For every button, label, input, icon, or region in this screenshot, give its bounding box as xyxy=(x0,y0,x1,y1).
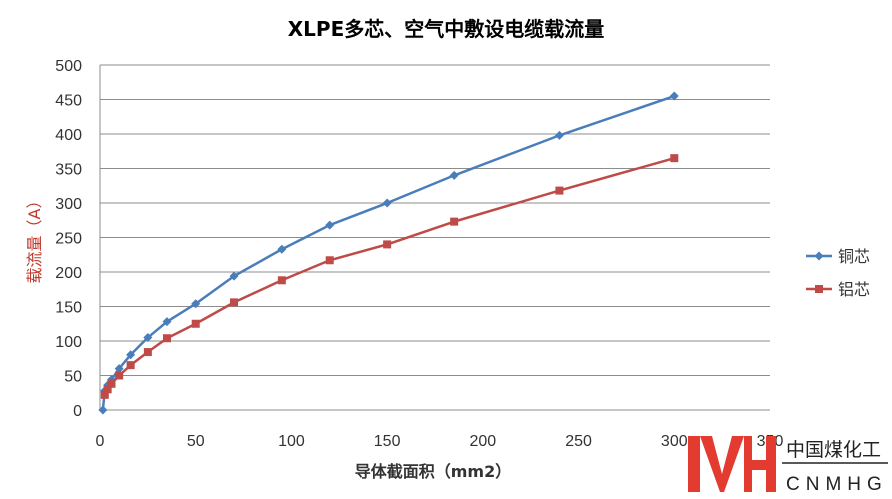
y-tick-label: 0 xyxy=(73,403,82,420)
data-point xyxy=(143,333,153,343)
data-point xyxy=(162,317,172,327)
y-axis-label: 载流量（A） xyxy=(25,193,44,284)
y-tick-label: 500 xyxy=(55,58,82,75)
x-tick-label: 150 xyxy=(374,433,401,450)
data-point xyxy=(100,390,109,399)
data-point xyxy=(191,299,201,309)
grid-layer xyxy=(100,64,770,411)
data-point xyxy=(325,256,334,265)
data-point xyxy=(382,198,392,208)
data-point xyxy=(229,271,239,281)
x-tick-label: 0 xyxy=(96,433,105,450)
legend-label: 铝芯 xyxy=(838,280,870,299)
series-copper xyxy=(98,91,679,415)
series-line xyxy=(101,94,675,411)
data-point xyxy=(114,364,124,374)
data-point xyxy=(103,385,112,394)
y-tick-label: 150 xyxy=(55,300,82,317)
data-point xyxy=(449,170,459,180)
data-point xyxy=(163,334,171,343)
data-point xyxy=(98,405,108,415)
y-tick-label: 400 xyxy=(55,127,82,144)
legend-marker xyxy=(814,251,824,261)
data-point xyxy=(126,350,136,360)
x-tick-label: 50 xyxy=(187,433,205,450)
watermark-en: CNMHG xyxy=(786,474,888,495)
data-point xyxy=(669,91,679,101)
data-point xyxy=(191,319,200,328)
data-point xyxy=(670,154,679,163)
series-layer xyxy=(98,91,679,415)
data-point xyxy=(325,220,335,230)
y-tick-label: 250 xyxy=(55,231,82,248)
mh-logo-icon xyxy=(688,436,776,492)
data-point xyxy=(126,361,135,370)
legend-item: 铜芯 xyxy=(806,247,870,266)
data-point xyxy=(450,217,459,226)
legend-marker xyxy=(815,285,823,293)
x-tick-label: 250 xyxy=(565,433,592,450)
data-point xyxy=(107,379,116,388)
data-point xyxy=(277,244,287,254)
x-tick-label: 200 xyxy=(470,433,497,450)
y-tick-label: 300 xyxy=(55,196,82,213)
data-point xyxy=(555,186,564,195)
data-point xyxy=(383,240,392,249)
chart-title: XLPE多芯、空气中敷设电缆载流量 xyxy=(288,17,604,41)
data-point xyxy=(115,371,124,380)
data-point xyxy=(554,130,564,140)
watermark-logo: 中国煤化工 CNMHG xyxy=(688,436,888,495)
data-point xyxy=(143,348,152,357)
x-tick-label: 100 xyxy=(278,433,305,450)
data-point xyxy=(230,298,238,307)
series-aluminum xyxy=(100,154,679,399)
watermark-cn: 中国煤化工 xyxy=(786,439,881,461)
data-point xyxy=(277,276,286,285)
y-tick-label: 50 xyxy=(64,369,82,386)
y-tick-label: 200 xyxy=(55,265,82,282)
series-line xyxy=(103,156,675,396)
y-tick-label: 100 xyxy=(55,334,82,351)
y-tick-label: 450 xyxy=(55,93,82,110)
x-axis-label: 导体截面积（mm2） xyxy=(355,462,511,481)
x-tick-label: 300 xyxy=(661,433,688,450)
legend-item: 铝芯 xyxy=(806,280,870,299)
legend-label: 铜芯 xyxy=(838,247,870,266)
y-tick-label: 350 xyxy=(55,162,82,179)
axis-layer: 0 50 100 150 200 250 300 350 400 450 500 0 50 100 150 2… xyxy=(55,58,783,450)
